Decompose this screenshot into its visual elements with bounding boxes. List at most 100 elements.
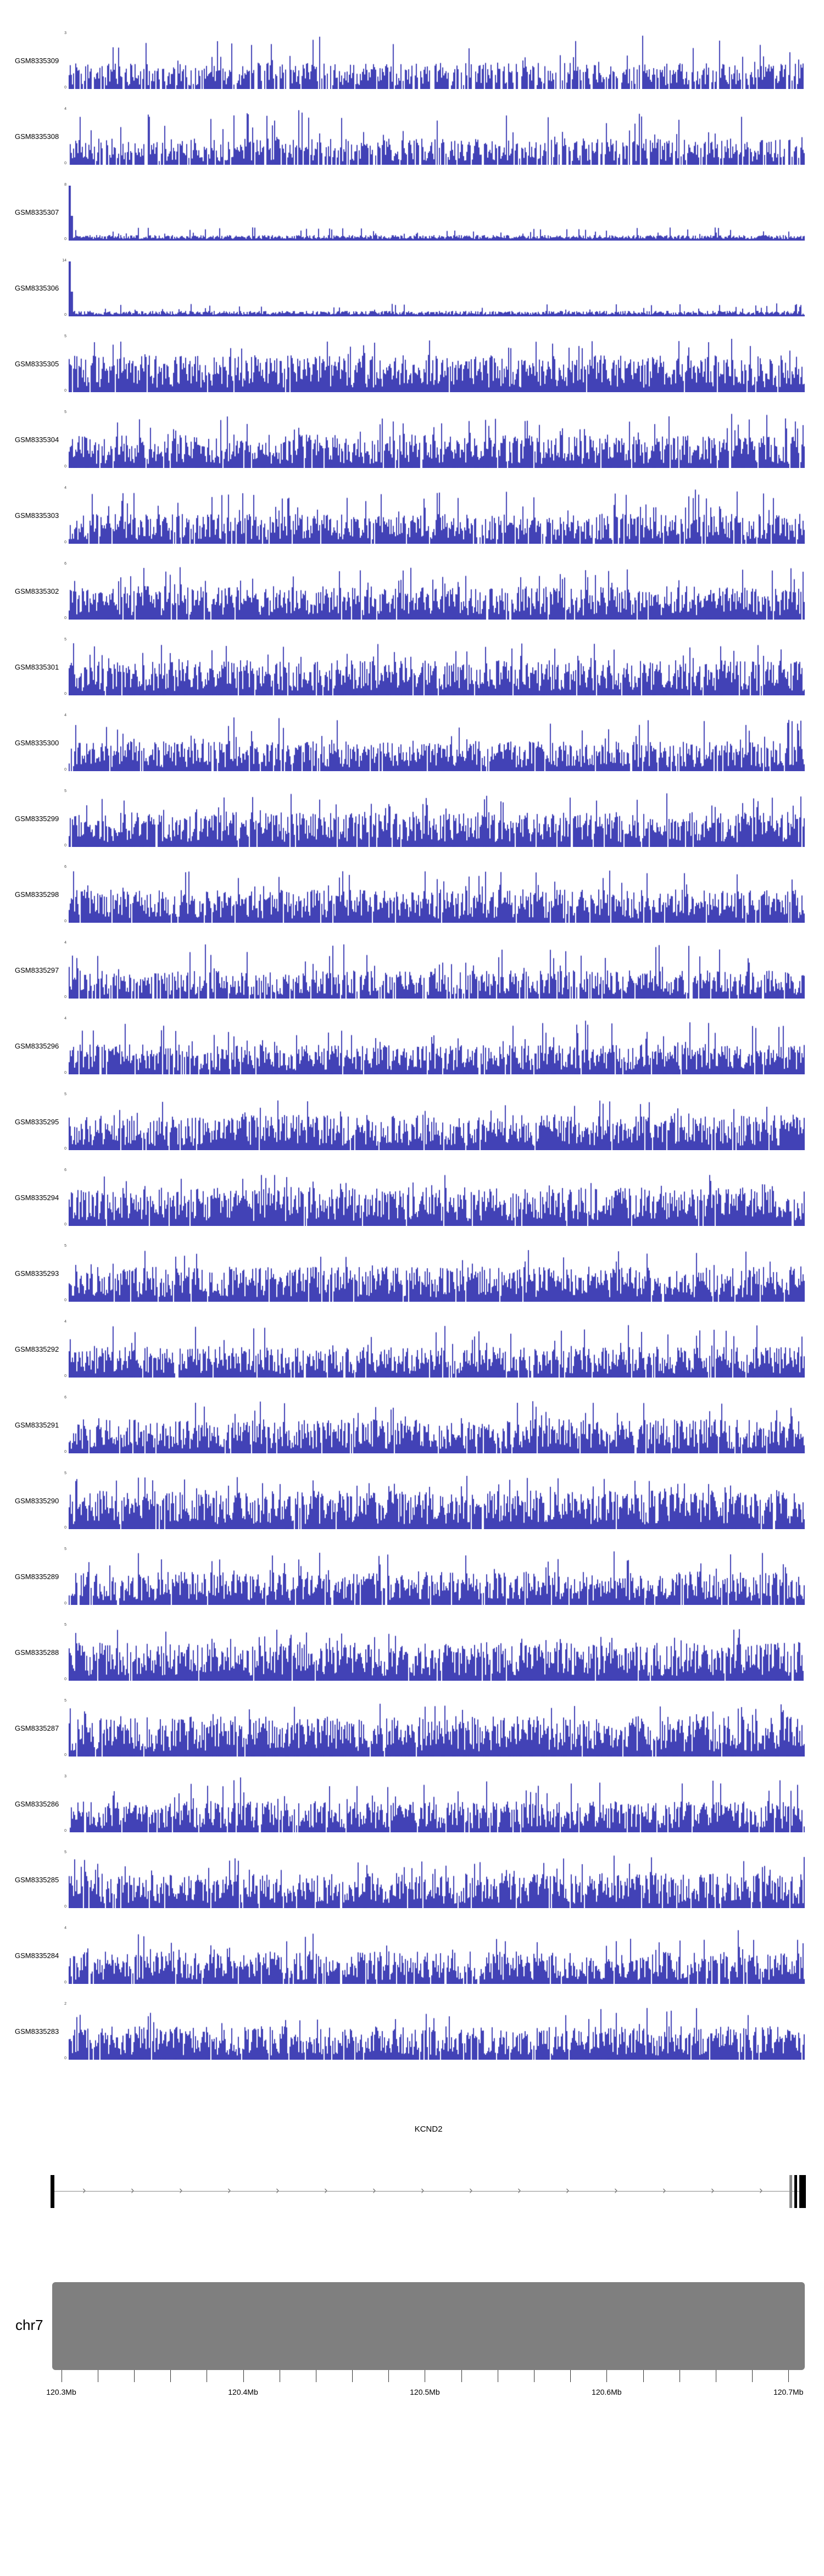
signal-track-gsm8335306: GSM8335306 14 0 <box>0 254 824 330</box>
y-axis-min-label: 0 <box>64 1981 66 1984</box>
gene-direction-arrow-icon: › <box>614 2185 618 2196</box>
y-axis-min-label: 0 <box>64 844 66 847</box>
coverage-signal-canvas <box>69 565 805 620</box>
track-label: GSM8335286 <box>15 1800 59 1808</box>
coverage-signal-canvas <box>69 640 805 695</box>
track-label: GSM8335307 <box>15 208 59 216</box>
y-axis-max-label: 5 <box>64 1471 66 1475</box>
signal-track-gsm8335294: GSM8335294 6 0 <box>0 1163 824 1239</box>
track-label: GSM8335308 <box>15 132 59 141</box>
y-axis-min-label: 0 <box>64 1374 66 1378</box>
track-label: GSM8335302 <box>15 587 59 595</box>
y-axis-max-label: 4 <box>64 1320 66 1324</box>
signal-track-gsm8335299: GSM8335299 5 0 <box>0 784 824 860</box>
coverage-signal-canvas <box>69 868 805 923</box>
y-axis-max-label: 4 <box>64 486 66 490</box>
axis-tick-label: 120.3Mb <box>46 2388 76 2396</box>
y-axis-max-label: 4 <box>64 1017 66 1021</box>
gene-direction-arrow-icon: › <box>711 2185 715 2196</box>
y-axis-min-label: 0 <box>64 616 66 620</box>
gene-direction-arrow-icon: › <box>469 2185 473 2196</box>
y-axis-max-label: 2 <box>64 2002 66 2006</box>
coverage-signal-canvas <box>69 337 805 392</box>
axis-tick <box>533 2370 535 2382</box>
y-axis-min-label: 0 <box>64 1526 66 1530</box>
track-label: GSM8335304 <box>15 436 59 444</box>
track-label: GSM8335309 <box>15 57 59 65</box>
y-axis-max-label: 6 <box>64 1396 66 1399</box>
y-axis-max-label: 5 <box>64 1092 66 1096</box>
signal-track-gsm8335297: GSM8335297 4 0 <box>0 936 824 1012</box>
y-axis-max-label: 5 <box>64 410 66 414</box>
y-axis-min-label: 0 <box>64 768 66 772</box>
y-axis-max-label: 5 <box>64 1623 66 1627</box>
signal-track-gsm8335307: GSM8335307 8 0 <box>0 178 824 254</box>
y-axis-max-label: 3 <box>64 1775 66 1778</box>
track-label: GSM8335295 <box>15 1118 59 1126</box>
signal-track-gsm8335284: GSM8335284 4 0 <box>0 1921 824 1997</box>
coverage-signal-canvas <box>69 1853 805 1908</box>
gene-direction-arrow-icon: › <box>131 2185 135 2196</box>
axis-tick <box>788 2370 789 2382</box>
axis-tick-label: 120.4Mb <box>228 2388 258 2396</box>
gene-direction-arrow-icon: › <box>517 2185 521 2196</box>
gene-exon-block <box>51 2175 54 2208</box>
y-axis-min-label: 0 <box>64 1450 66 1454</box>
signal-track-gsm8335308: GSM8335308 4 0 <box>0 102 824 178</box>
y-axis-min-label: 0 <box>64 1677 66 1681</box>
track-label: GSM8335303 <box>15 511 59 520</box>
y-axis-max-label: 4 <box>64 713 66 717</box>
signal-track-gsm8335292: GSM8335292 4 0 <box>0 1315 824 1391</box>
track-label: GSM8335298 <box>15 890 59 899</box>
chromosome-ideogram-bar <box>52 2282 805 2370</box>
coverage-signal-canvas <box>69 1702 805 1757</box>
signal-track-gsm8335305: GSM8335305 5 0 <box>0 330 824 405</box>
y-axis-min-label: 0 <box>64 86 66 90</box>
coverage-signal-canvas <box>69 34 805 89</box>
track-label: GSM8335293 <box>15 1269 59 1278</box>
track-label: GSM8335297 <box>15 966 59 974</box>
y-axis-min-label: 0 <box>64 692 66 696</box>
coverage-signal-canvas <box>69 1777 805 1832</box>
y-axis-max-label: 8 <box>64 183 66 187</box>
axis-tick <box>243 2370 244 2382</box>
y-axis-max-label: 6 <box>64 865 66 869</box>
track-label: GSM8335290 <box>15 1497 59 1505</box>
y-axis-min-label: 0 <box>64 995 66 999</box>
y-axis-min-label: 0 <box>64 465 66 469</box>
track-label: GSM8335289 <box>15 1573 59 1581</box>
track-label: GSM8335285 <box>15 1876 59 1884</box>
y-axis-min-label: 0 <box>64 313 66 317</box>
track-label: GSM8335287 <box>15 1724 59 1732</box>
signal-track-gsm8335302: GSM8335302 6 0 <box>0 557 824 633</box>
coverage-signal-canvas <box>69 1019 805 1074</box>
axis-tick <box>388 2370 389 2382</box>
y-axis-min-label: 0 <box>64 1147 66 1151</box>
coverage-signal-canvas <box>69 792 805 847</box>
y-axis-min-label: 0 <box>64 919 66 923</box>
signal-track-gsm8335295: GSM8335295 5 0 <box>0 1088 824 1163</box>
signal-track-gsm8335290: GSM8335290 5 0 <box>0 1467 824 1542</box>
y-axis-max-label: 4 <box>64 941 66 945</box>
gene-direction-arrow-icon: › <box>566 2185 570 2196</box>
gene-intron-line <box>54 2191 805 2192</box>
track-label: GSM8335292 <box>15 1345 59 1353</box>
y-axis-max-label: 6 <box>64 562 66 566</box>
coverage-signal-canvas <box>69 110 805 165</box>
signal-track-gsm8335291: GSM8335291 6 0 <box>0 1391 824 1467</box>
gene-direction-arrow-icon: › <box>179 2185 183 2196</box>
y-axis-max-label: 5 <box>64 789 66 793</box>
track-label: GSM8335291 <box>15 1421 59 1429</box>
gene-direction-arrow-icon: › <box>421 2185 425 2196</box>
track-label: GSM8335301 <box>15 663 59 671</box>
gene-direction-arrow-icon: › <box>276 2185 280 2196</box>
y-axis-min-label: 0 <box>64 1905 66 1909</box>
track-label: GSM8335288 <box>15 1648 59 1657</box>
signal-track-gsm8335285: GSM8335285 5 0 <box>0 1845 824 1921</box>
axis-tick <box>606 2370 608 2382</box>
signal-track-gsm8335301: GSM8335301 5 0 <box>0 633 824 709</box>
gene-name-title: KCND2 <box>414 2125 443 2134</box>
signal-track-gsm8335298: GSM8335298 6 0 <box>0 860 824 936</box>
y-axis-max-label: 5 <box>64 1850 66 1854</box>
